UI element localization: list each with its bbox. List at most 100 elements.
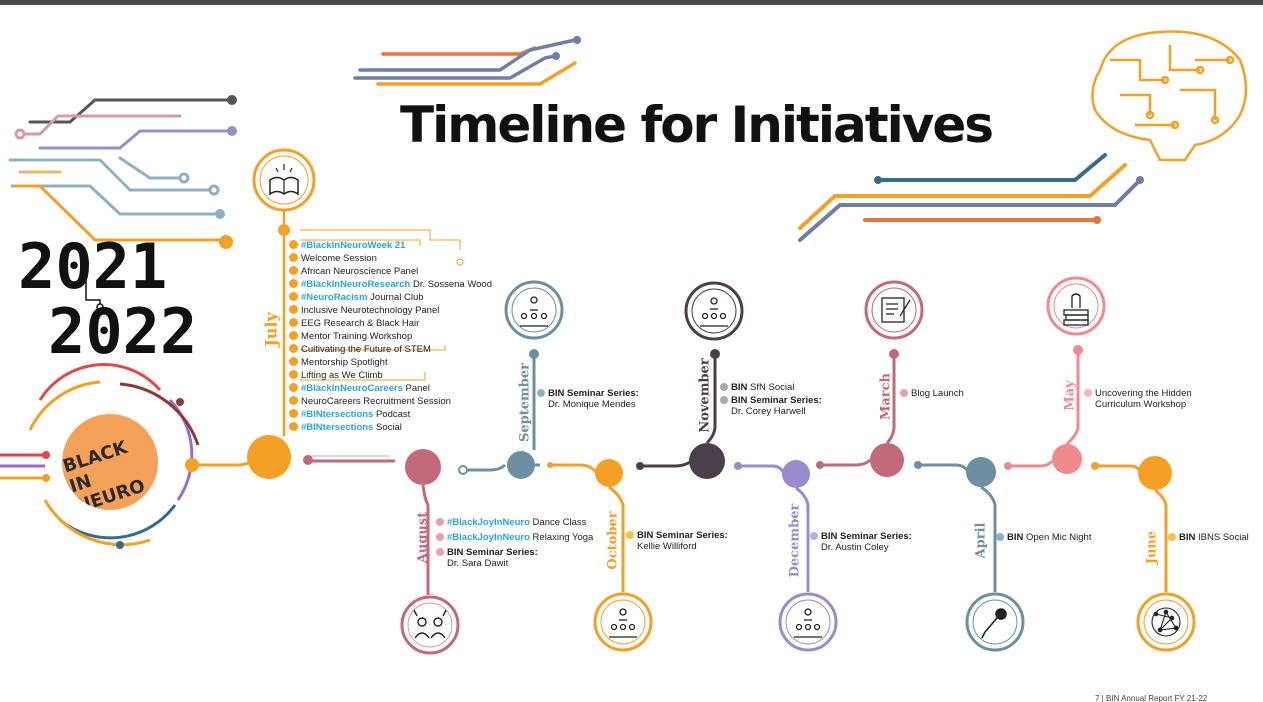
- october-event: BIN Seminar Series: Kellie Williford: [626, 530, 728, 552]
- year-connector: [85, 278, 101, 306]
- july-item-text: Lifting as We Climb: [301, 370, 383, 381]
- july-item-tag: #BlackInNeuroCareers: [301, 383, 403, 394]
- july-item-text: Inclusive Neurotechnology Panel: [301, 305, 440, 316]
- july-item-text: Mentorship Spotlight: [301, 357, 388, 368]
- network-icon: [1151, 607, 1181, 637]
- month-label-april: April: [973, 522, 989, 559]
- page-footer: 7 | BIN Annual Report FY 21-22: [1095, 694, 1208, 702]
- left-circuit-decoration: [8, 95, 237, 249]
- month-label-october: October: [605, 511, 621, 570]
- august-event-1: #BlackJoyInNeuro Dance Class: [436, 517, 586, 528]
- november-node: [689, 443, 725, 479]
- bullet-dot: [289, 409, 298, 418]
- bullet-dot: [289, 383, 298, 392]
- december-branch: [734, 460, 838, 652]
- july-item: #BINtersections Podcast: [289, 409, 410, 421]
- july-item: African Neuroscience Panel: [289, 266, 418, 278]
- july-item-text: Cultivating the Future of STEM: [301, 344, 431, 355]
- july-item: Lifting as We Climb: [289, 370, 383, 382]
- month-label-september: September: [517, 363, 533, 442]
- brain-icon: [1091, 30, 1248, 162]
- july-item-text: NeuroCareers Recruitment Session: [301, 396, 451, 407]
- bullet-dot: [289, 279, 298, 288]
- september-node: [507, 451, 535, 479]
- bullet-dot: [289, 240, 298, 249]
- august-branch: [303, 449, 460, 655]
- july-item-text: Podcast: [373, 409, 411, 420]
- march-branch: [816, 280, 924, 477]
- july-item: #BINtersections Social: [289, 422, 402, 434]
- july-item-text: EEG Research & Black Hair: [301, 318, 420, 329]
- blog-icon: [881, 297, 911, 323]
- march-node: [870, 443, 904, 477]
- bullet-dot: [289, 370, 298, 379]
- july-node: [247, 435, 291, 479]
- top-circuit-decoration: [353, 36, 581, 86]
- june-event: BIN IBNS Social: [1168, 532, 1249, 543]
- august-node: [405, 449, 441, 485]
- month-label-august: August: [415, 511, 431, 564]
- month-label-december: December: [787, 503, 803, 578]
- bullet-dot: [289, 318, 298, 327]
- bullet-dot: [289, 266, 298, 275]
- year-end: 2022: [48, 295, 198, 368]
- people-icon: [413, 609, 447, 639]
- july-item-text: Social: [373, 422, 402, 433]
- july-item-text: African Neuroscience Panel: [301, 266, 419, 277]
- october-branch: [547, 459, 653, 652]
- seminar-icon: [520, 296, 548, 327]
- july-branch: [185, 148, 464, 479]
- month-label-may: May: [1062, 380, 1078, 411]
- november-branch: [636, 281, 744, 479]
- page-title: Timeline for Initiatives: [400, 96, 994, 154]
- may-branch: [1004, 276, 1106, 474]
- september-branch: [458, 280, 564, 479]
- april-branch: [914, 457, 1025, 652]
- july-item: Mentorship Spotlight: [289, 357, 388, 369]
- october-node: [595, 459, 623, 487]
- bullet-dot: [289, 305, 298, 314]
- bullet-dot: [289, 331, 298, 340]
- bullet-dot: [289, 422, 298, 431]
- july-item-text: Mentor Training Workshop: [301, 331, 413, 342]
- july-item: Inclusive Neurotechnology Panel: [289, 305, 439, 317]
- july-item: EEG Research & Black Hair: [289, 318, 419, 330]
- september-event: BIN Seminar Series: Dr. Monique Mendes: [537, 388, 639, 410]
- august-event-2: #BlackJoyInNeuro Relaxing Yoga: [436, 532, 593, 543]
- november-event-1: BIN SfN Social: [720, 382, 794, 393]
- may-node: [1052, 444, 1082, 474]
- july-item-text: Dr. Sossena Wood: [410, 279, 492, 290]
- books-icon: [1063, 293, 1089, 326]
- july-item: #NeuroRacism Journal Club: [289, 292, 424, 304]
- year-start: 2021: [18, 230, 168, 303]
- july-item-tag: #BINtersections: [301, 409, 374, 420]
- july-item-text: Welcome Session: [301, 253, 377, 264]
- black-in-neuro-logo: BLACK IN NEURO: [62, 414, 158, 510]
- month-label-november: November: [697, 358, 713, 433]
- month-label-june: June: [1144, 530, 1160, 565]
- july-item-tag: #NeuroRacism: [301, 292, 368, 303]
- april-node: [966, 457, 996, 487]
- top-bar: [0, 0, 1263, 5]
- november-event-2: BIN Seminar Series: Dr. Corey Harwell: [720, 395, 822, 417]
- bullet-dot: [289, 344, 298, 353]
- month-label-march: March: [878, 372, 894, 421]
- july-item-tag: #BINtersections: [301, 422, 374, 433]
- march-event: Blog Launch: [900, 388, 964, 399]
- may-event: Uncovering the Hidden Curriculum Workshop: [1084, 388, 1192, 410]
- logo-ring-decoration: [0, 363, 200, 549]
- august-event-3: BIN Seminar Series: Dr. Sara Dawit: [436, 547, 538, 569]
- june-branch: [1091, 456, 1196, 652]
- july-item: #BlackInNeuroWeek 21: [289, 240, 405, 252]
- july-item-tag: #BlackInNeuroWeek 21: [301, 240, 406, 251]
- microphone-icon: [981, 608, 1007, 639]
- right-circuit-decoration: [798, 153, 1144, 242]
- july-item: Cultivating the Future of STEM: [289, 344, 431, 356]
- july-item-text: Journal Club: [367, 292, 424, 303]
- bullet-dot: [289, 292, 298, 301]
- month-label-july: July: [261, 312, 281, 347]
- july-item-tag: #BlackInNeuroResearch: [301, 279, 411, 290]
- july-item: NeuroCareers Recruitment Session: [289, 396, 451, 408]
